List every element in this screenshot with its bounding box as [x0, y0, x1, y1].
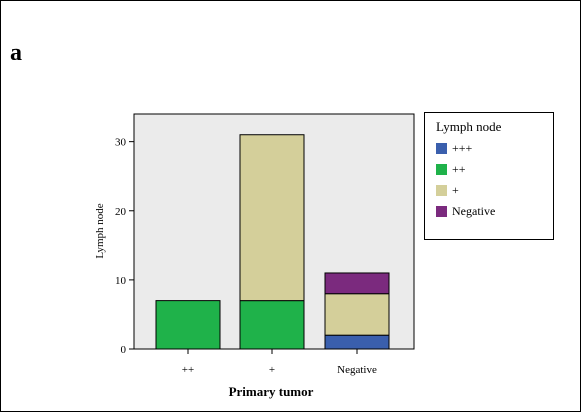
legend-swatch: [436, 163, 447, 175]
legend-swatch: [436, 184, 447, 196]
bar-segment: [155, 300, 221, 350]
bar-segment: [324, 272, 390, 295]
bar-segment: [324, 293, 390, 336]
legend-swatch: [436, 205, 447, 217]
x-tick-label: +: [269, 364, 275, 376]
bar-segment: [239, 300, 305, 350]
y-tick-label: 30: [115, 137, 127, 149]
bar-segment: [239, 134, 305, 302]
legend-item: +++: [436, 140, 472, 156]
legend-label: +: [452, 182, 459, 197]
legend-label: +++: [452, 140, 473, 155]
x-tick-label: ++: [182, 364, 194, 376]
y-tick-label: 10: [115, 275, 127, 287]
y-tick-label: 20: [115, 206, 127, 218]
legend-title: Lymph node: [436, 119, 502, 134]
y-tick-label: 0: [121, 344, 127, 356]
panel-label: a: [10, 40, 22, 66]
legend-item: Negative: [436, 203, 495, 219]
bars-group: [155, 134, 390, 350]
x-tick-label: Negative: [337, 364, 377, 376]
y-axis-title: Lymph node: [94, 203, 106, 258]
legend: Lymph node +++ ++ + Negative: [424, 112, 554, 240]
legend-swatch: [436, 142, 447, 154]
x-axis: ++ + Negative: [182, 349, 377, 376]
y-axis: 0 10 20 30: [115, 137, 134, 356]
legend-label: ++: [452, 161, 466, 176]
legend-item: +: [436, 182, 459, 198]
legend-item: ++: [436, 161, 466, 177]
legend-label: Negative: [452, 203, 496, 218]
bar-segment: [324, 334, 390, 350]
x-axis-title: Primary tumor: [229, 384, 314, 399]
